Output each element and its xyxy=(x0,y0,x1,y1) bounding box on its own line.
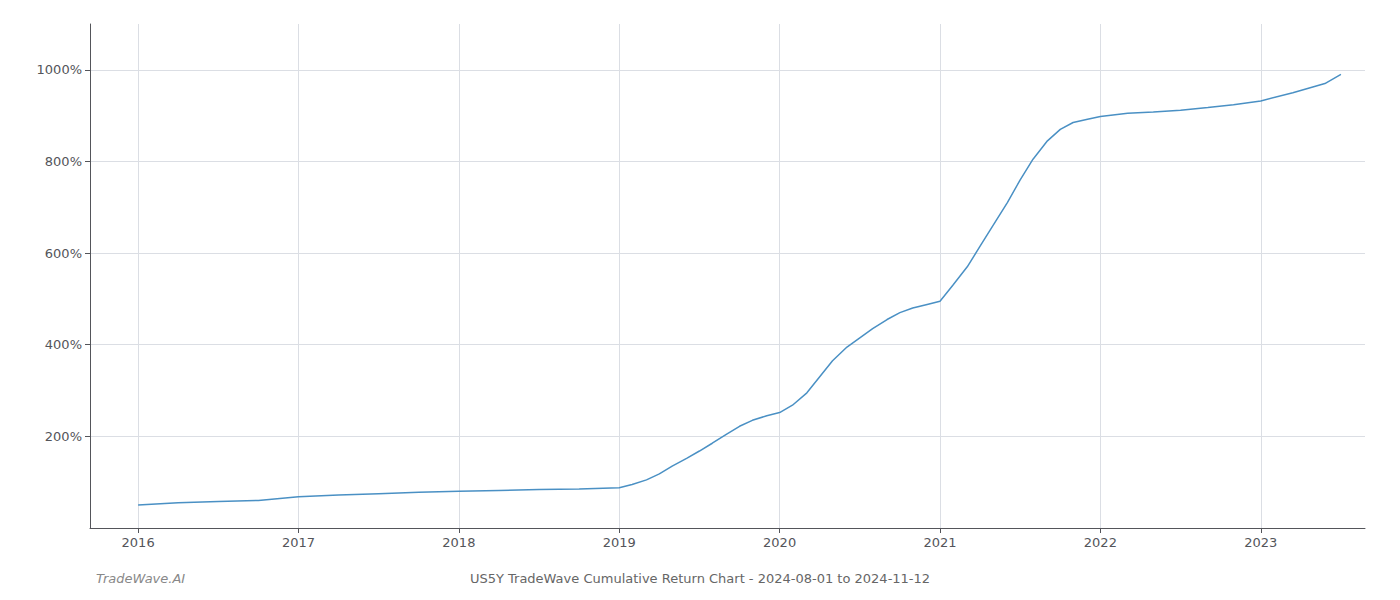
svg-text:2019: 2019 xyxy=(603,535,636,550)
svg-text:2023: 2023 xyxy=(1244,535,1277,550)
svg-text:2021: 2021 xyxy=(923,535,956,550)
svg-text:2016: 2016 xyxy=(122,535,155,550)
svg-text:200%: 200% xyxy=(45,429,82,444)
svg-text:1000%: 1000% xyxy=(37,62,82,77)
svg-text:TradeWave.AI: TradeWave.AI xyxy=(96,571,185,586)
svg-text:2022: 2022 xyxy=(1084,535,1117,550)
svg-text:2017: 2017 xyxy=(282,535,315,550)
svg-text:2020: 2020 xyxy=(763,535,796,550)
svg-text:600%: 600% xyxy=(45,246,82,261)
svg-text:2018: 2018 xyxy=(442,535,475,550)
svg-text:US5Y TradeWave Cumulative Retu: US5Y TradeWave Cumulative Return Chart -… xyxy=(470,571,930,586)
svg-text:800%: 800% xyxy=(45,154,82,169)
svg-text:400%: 400% xyxy=(45,337,82,352)
